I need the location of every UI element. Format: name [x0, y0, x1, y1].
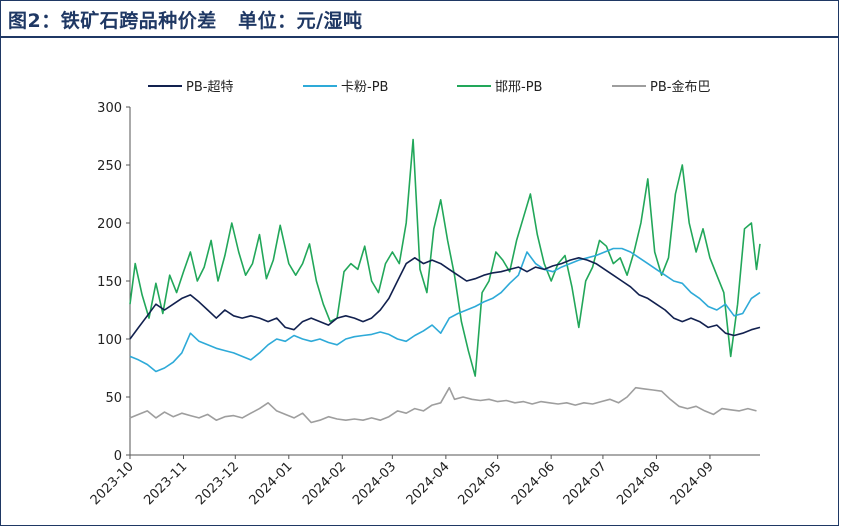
series-line-4	[129, 386, 757, 424]
legend: PB-超特 卡粉-PB 邯邢-PB PB-金布巴	[148, 79, 710, 95]
y-tick-label: 50	[105, 391, 122, 406]
legend-label-1: PB-超特	[186, 80, 233, 95]
title-divider	[0, 36, 839, 38]
legend-label-2: 卡粉-PB	[341, 80, 388, 95]
series-line-3	[129, 138, 761, 377]
y-tick-label: 0	[114, 449, 122, 464]
x-tick-label: 2023-11	[141, 459, 190, 508]
x-tick-label: 2024-09	[668, 459, 717, 508]
x-tick-label: 2024-05	[455, 459, 504, 508]
x-tick-label: 2024-06	[509, 459, 558, 508]
x-tick-label: 2023-12	[193, 459, 242, 508]
x-tick-label: 2024-04	[404, 459, 453, 508]
legend-label-4: PB-金布巴	[650, 79, 710, 95]
y-tick-label: 300	[97, 101, 122, 116]
y-tick-label: 100	[97, 333, 122, 348]
series-line-2	[129, 247, 761, 373]
x-tick-label: 2024-03	[350, 459, 399, 508]
series-line-1	[129, 257, 761, 340]
x-tick-label: 2023-10	[88, 459, 137, 508]
chart-title: 图2：铁矿石跨品种价差 单位：元/湿吨	[8, 10, 363, 32]
y-tick-label: 200	[97, 217, 122, 232]
x-tick-label: 2024-08	[614, 459, 663, 508]
y-tick-label: 150	[97, 275, 122, 290]
series-lines	[129, 138, 761, 424]
x-tick-label: 2024-01	[247, 459, 296, 508]
x-tick-label: 2024-02	[300, 459, 349, 508]
legend-label-3: 邯邢-PB	[495, 80, 542, 95]
x-tick-label: 2024-07	[561, 459, 610, 508]
y-tick-label: 250	[97, 159, 122, 174]
